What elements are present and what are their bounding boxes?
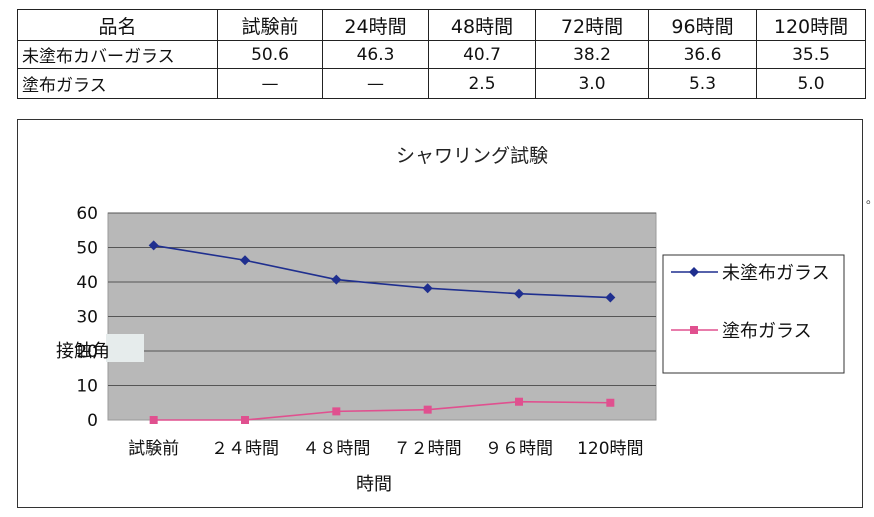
value-cell: 50.6 — [217, 40, 323, 69]
header-cell: 品名 — [17, 9, 218, 41]
header-cell: 96時間 — [648, 9, 757, 41]
value-cell: — — [322, 68, 429, 99]
data-point — [514, 288, 524, 299]
data-point — [240, 255, 250, 266]
y-tick-label: 20 — [76, 342, 98, 362]
y-tick-label: 60 — [76, 204, 98, 224]
x-tick-label: ４８時間 — [302, 439, 370, 459]
y-tick-label: 0 — [87, 411, 98, 431]
value-cell: 40.7 — [428, 40, 536, 69]
header-cell: 72時間 — [535, 9, 649, 41]
data-point — [241, 416, 249, 424]
y-tick-label: 10 — [76, 377, 98, 397]
legend-marker — [690, 326, 698, 334]
series-line — [153, 400, 611, 421]
data-point — [331, 274, 342, 285]
data-point — [515, 397, 523, 406]
data-point — [606, 398, 615, 407]
header-cell: 48時間 — [428, 9, 536, 41]
value-cell: 35.5 — [756, 40, 866, 69]
header-cell: 試験前 — [217, 9, 323, 41]
data-point — [149, 416, 158, 424]
value-cell: 5.3 — [648, 68, 757, 99]
row-name-cell: 未塗布カバーガラス — [17, 40, 218, 69]
stray-mark: 。 — [866, 190, 874, 207]
x-tick-label: 120時間 — [577, 439, 643, 459]
x-axis-label: 時間 — [356, 474, 392, 495]
header-cell: 120時間 — [756, 9, 866, 41]
value-cell: 2.5 — [428, 68, 536, 99]
x-tick-label: ９６時間 — [485, 439, 553, 459]
value-cell: — — [217, 68, 323, 99]
legend-marker — [689, 267, 699, 277]
y-tick-label: 30 — [76, 308, 98, 328]
legend-entry-label: 未塗布ガラス — [722, 262, 830, 284]
chart-frame: シャワリング試験 0 10 20 30 40 50 60 試験前 ２４時間 ４８時間 ７２時間 ９６… — [17, 119, 863, 508]
y-tick-label: 40 — [76, 273, 98, 293]
value-cell: 46.3 — [322, 40, 429, 69]
table-row: 塗布ガラス — — 2.5 3.0 5.3 5.0 — [17, 68, 866, 99]
series-line — [153, 244, 611, 299]
value-cell: 3.0 — [535, 68, 649, 99]
table-row: 未塗布カバーガラス 50.6 46.3 40.7 38.2 36.6 35.5 — [17, 40, 866, 69]
x-tick-label: ７２時間 — [394, 439, 462, 459]
y-axis-label: 接触角 — [56, 341, 110, 362]
x-tick-label: 試験前 — [128, 439, 179, 459]
line-chart: シャワリング試験 0 10 20 30 40 50 60 試験前 ２４時間 ４８時間 ７２時間 ９６… — [56, 145, 845, 495]
data-table: 品名 試験前 24時間 48時間 72時間 96時間 120時間 未塗布カバーガ… — [17, 9, 866, 99]
value-cell: 5.0 — [756, 68, 866, 99]
data-point — [332, 407, 341, 416]
data-point — [422, 283, 433, 294]
legend-entry-label: 塗布ガラス — [722, 320, 812, 342]
data-point — [605, 292, 616, 303]
table-header-row: 品名 試験前 24時間 48時間 72時間 96時間 120時間 — [17, 9, 866, 41]
data-point — [423, 405, 432, 414]
header-cell: 24時間 — [322, 9, 429, 41]
value-cell: 38.2 — [535, 40, 649, 69]
x-tick-label: ２４時間 — [211, 439, 279, 459]
y-label-background — [106, 334, 144, 362]
row-name-cell: 塗布ガラス — [17, 68, 218, 99]
chart-title: シャワリング試験 — [396, 145, 548, 167]
data-point — [148, 240, 159, 251]
y-tick-label: 50 — [76, 239, 98, 259]
value-cell: 36.6 — [648, 40, 757, 69]
